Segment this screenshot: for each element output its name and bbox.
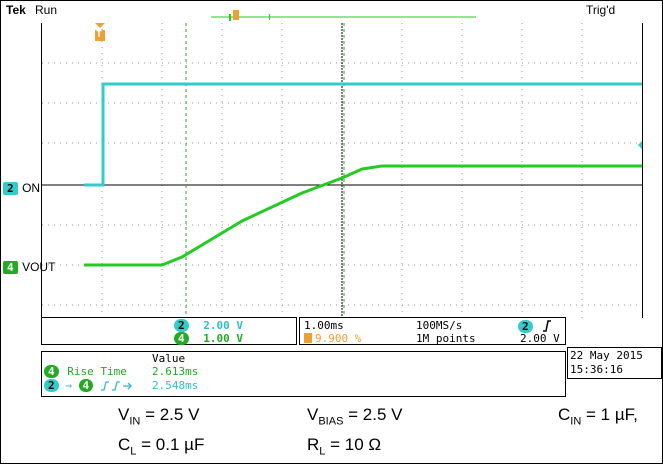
ch2-marker[interactable]: 2 ON [3,179,40,197]
capture-time: 15:36:16 [570,363,623,376]
ch4-waveform [84,164,642,267]
ch2-scale: 2.00 V [203,319,243,332]
delay-edge-icon [100,381,132,391]
trigger-position-marker: T [95,23,105,50]
record-length: 1M points [416,332,476,345]
ch2-waveform [84,82,642,187]
condition-vin: VIN = 2.5 V [118,405,200,428]
status-bar: Tek Run Trig'd [1,1,662,23]
timebase-panel[interactable]: 1.00ms 100MS/s 2 9.900 % 1M points 2.00 … [299,317,566,345]
trigger-level: 2.00 V [520,332,560,345]
graticule [42,23,642,318]
measurement-value: 2.613ms [152,365,199,378]
rising-edge-icon [543,320,551,332]
condition-vbias: VBIAS = 2.5 V [307,405,403,428]
trigger-position: 9.900 % [315,332,362,345]
measurement-value: 2.548ms [152,379,199,392]
time-div: 1.00ms [304,319,344,332]
record-position-bar [211,10,476,21]
trigger-pos-marker [304,333,312,343]
brand-logo: Tek [6,3,26,17]
ch4-marker[interactable]: 4 VOUT [3,258,55,276]
value-header: Value [152,352,186,365]
trigger-channel: 2 [518,320,533,333]
measurement-name: Rise Time [67,365,127,378]
channel-scale-panel[interactable]: 2 2.00 V 4 1.00 V [41,317,297,345]
capture-date: 22 May 2015 [570,349,643,362]
trigger-state: Trig'd [586,3,616,17]
run-state: Run [35,3,58,17]
ch4-scale: 1.00 V [203,332,243,345]
datetime-panel: 22 May 2015 15:36:16 [567,347,662,379]
condition-cl: CL = 0.1 µF [118,435,205,458]
measurement-row: 2 → 4 [44,379,134,392]
measurement-panel[interactable]: Value 4 Rise Time 2.613ms 2 → 4 2.548ms [41,351,566,397]
measurement-row: 4 Rise Time [44,365,127,378]
ch2-label: ON [22,181,41,195]
condition-cin: CIN = 1 µF, [558,405,638,428]
waveform-display [41,23,643,318]
ch4-label: VOUT [22,260,56,274]
sample-rate: 100MS/s [416,319,463,332]
condition-rl: RL = 10 Ω [307,435,382,458]
